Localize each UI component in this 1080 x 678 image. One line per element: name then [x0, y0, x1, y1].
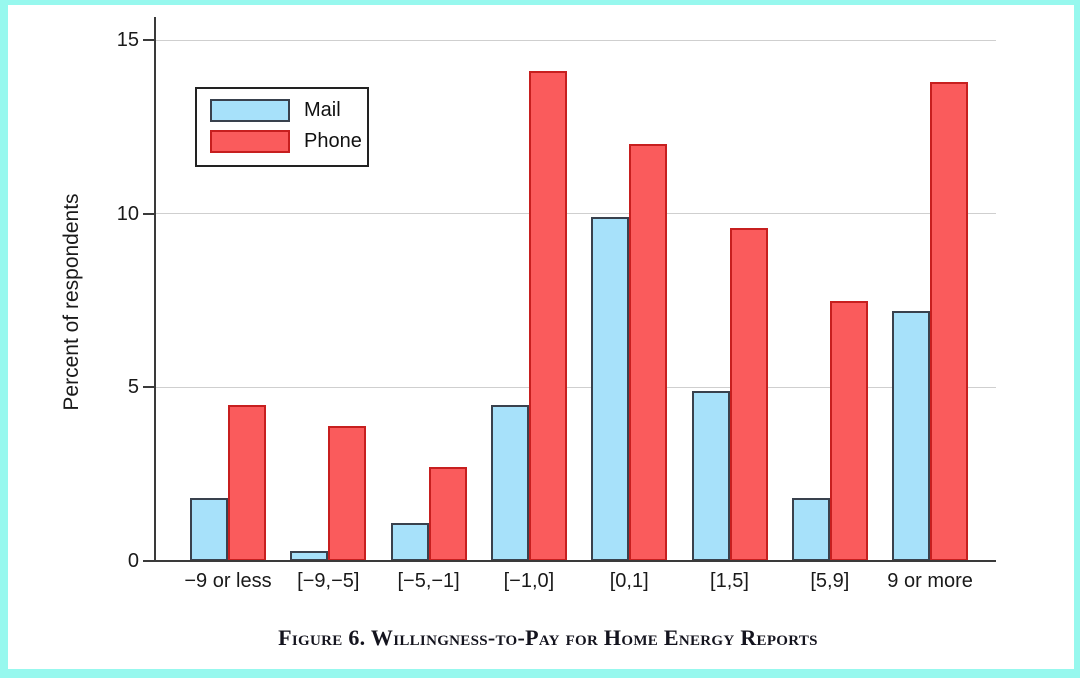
bar-mail-4	[490, 404, 529, 561]
y-tick-label: 0	[127, 550, 139, 572]
bar-phone-4	[528, 71, 567, 561]
y-tick-10	[143, 212, 156, 215]
y-tick-label: 10	[116, 202, 139, 225]
bar-phone-5	[629, 144, 668, 561]
bar-mail-2	[290, 550, 329, 561]
y-axis-line	[154, 17, 156, 562]
bar-mail-3	[390, 522, 429, 561]
bar-phone-6	[729, 227, 768, 561]
legend-label-phone: Phone	[304, 130, 362, 152]
x-axis-line	[154, 560, 996, 562]
bar-mail-7	[791, 498, 830, 561]
bar-mail-8	[892, 310, 931, 561]
bar-phone-7	[829, 300, 868, 561]
gridline-10	[156, 213, 996, 215]
bar-mail-5	[591, 217, 630, 561]
plot-area: −9 or less [−9,−5] [−5,−1] [−1,0] [0,1] [1,5]…	[8, 5, 1074, 669]
x-tick-label: [0,1]	[609, 570, 649, 592]
gridline-15	[156, 39, 996, 41]
y-tick-15	[143, 39, 156, 41]
y-tick-label: 15	[116, 29, 139, 51]
y-tick-5	[143, 386, 156, 389]
x-tick-label: 9 or more	[887, 570, 973, 592]
x-tick-label: [−1,0]	[503, 570, 555, 592]
legend-row-mail: Mail	[210, 99, 367, 122]
bar-phone-2	[328, 425, 367, 561]
bar-phone-8	[930, 81, 969, 561]
bar-mail-1	[190, 498, 228, 561]
legend-swatch-mail	[210, 99, 290, 122]
x-tick-label: −9 or less	[184, 570, 272, 592]
x-tick-label: [−5,−1]	[397, 570, 460, 592]
bar-mail-6	[691, 390, 730, 561]
y-tick-0	[143, 560, 156, 562]
bar-phone-1	[228, 404, 266, 561]
gridline-5	[156, 386, 996, 388]
legend: Mail Phone	[195, 87, 369, 167]
legend-label-mail: Mail	[304, 99, 341, 121]
x-tick-label: [1,5]	[710, 570, 749, 592]
x-tick-label: [5,9]	[810, 570, 850, 592]
figure-caption: Figure 6. Willingness-to-Pay for Home En…	[278, 625, 818, 650]
y-tick-label: 5	[127, 376, 139, 399]
x-tick-label: [−9,−5]	[297, 570, 360, 592]
legend-swatch-phone	[210, 130, 290, 153]
legend-row-phone: Phone	[210, 130, 367, 153]
bar-phone-3	[428, 467, 467, 561]
